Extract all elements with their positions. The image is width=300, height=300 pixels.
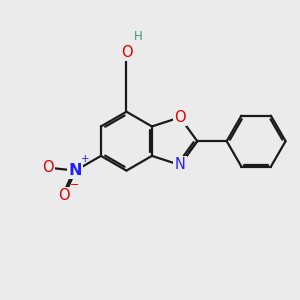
Text: O: O: [42, 160, 54, 175]
Text: H: H: [134, 29, 142, 43]
Text: O: O: [174, 110, 186, 125]
Text: N: N: [175, 158, 185, 172]
Text: N: N: [69, 163, 82, 178]
Text: −: −: [69, 180, 79, 190]
Text: +: +: [81, 154, 89, 164]
Text: O: O: [121, 45, 132, 60]
Text: O: O: [58, 188, 70, 203]
